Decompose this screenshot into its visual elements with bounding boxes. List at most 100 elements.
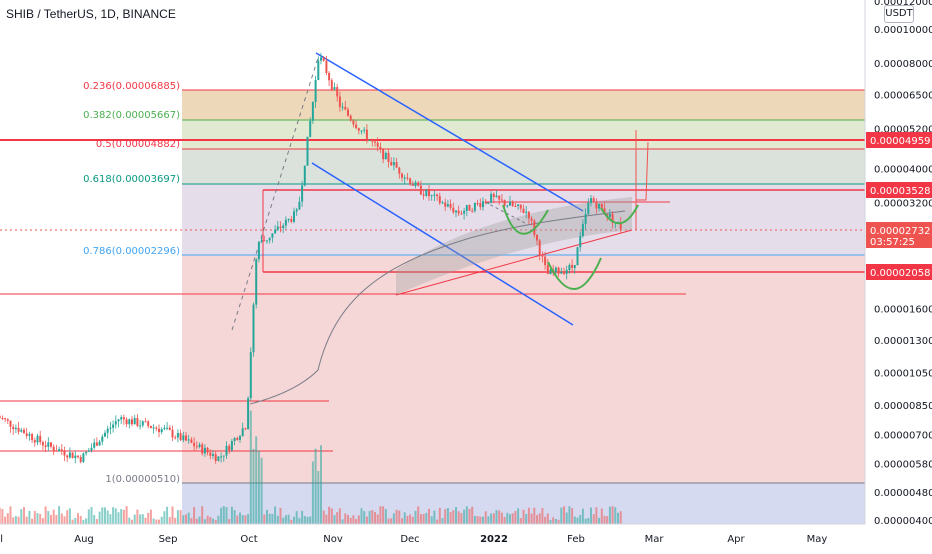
candle-body-64 — [168, 427, 171, 430]
candle-body-42 — [109, 427, 112, 429]
candle-body-87 — [230, 441, 233, 451]
volume-bar-20 — [50, 514, 52, 524]
candle-body-65 — [171, 429, 174, 438]
fib-label-2: 0.5(0.00004882) — [96, 139, 180, 150]
volume-bar-37 — [95, 519, 98, 524]
candle-body-34 — [87, 450, 90, 452]
volume-bar-100 — [266, 509, 268, 524]
volume-bar-49 — [128, 517, 131, 524]
volume-bar-200 — [536, 515, 538, 524]
volume-bar-113 — [301, 510, 304, 524]
volume-bar-219 — [587, 517, 590, 524]
candle-body-44 — [114, 421, 117, 425]
candle-body-213 — [571, 264, 574, 268]
volume-bar-79 — [209, 516, 212, 524]
volume-bar-112 — [298, 518, 301, 524]
volume-bar-13 — [31, 518, 34, 524]
price-label-3: 0.00002058 — [870, 268, 930, 279]
volume-bar-69 — [182, 515, 185, 524]
candle-body-211 — [565, 270, 568, 274]
candle-body-106 — [282, 225, 285, 229]
volume-bar-85 — [225, 507, 228, 524]
volume-bar-171 — [457, 511, 460, 524]
price-label-bg-1 — [866, 182, 932, 198]
candle-body-101 — [268, 237, 271, 241]
candle-body-14 — [33, 440, 36, 443]
candle-body-178 — [476, 203, 479, 205]
volume-bar-61 — [160, 516, 163, 524]
candle-body-134 — [357, 128, 360, 131]
candle-body-70 — [185, 435, 187, 441]
volume-bar-152 — [406, 515, 409, 524]
volume-bar-14 — [33, 510, 36, 524]
volume-bar-95 — [252, 448, 255, 524]
price-label-0: 0.00004959 — [870, 136, 930, 147]
candle-body-118 — [314, 80, 317, 102]
volume-bar-31 — [79, 515, 82, 524]
candle-body-57 — [149, 425, 152, 429]
volume-bar-211 — [565, 512, 568, 524]
volume-bar-36 — [93, 514, 96, 524]
x-tick-8: Mar — [645, 534, 665, 545]
fib-zone-1 — [182, 120, 865, 149]
candle-body-108 — [287, 219, 290, 221]
y-tick-11: 0.00001050 — [874, 369, 932, 380]
volume-bar-167 — [446, 508, 449, 524]
volume-bar-44 — [114, 508, 117, 524]
volume-bar-195 — [522, 509, 525, 524]
volume-bar-217 — [581, 508, 584, 524]
candle-body-2 — [1, 417, 4, 419]
candle-body-45 — [117, 419, 120, 422]
volume-bar-105 — [279, 507, 282, 524]
candle-body-169 — [452, 207, 455, 213]
volume-bar-106 — [282, 517, 285, 524]
volume-bar-91 — [241, 515, 244, 524]
candle-body-52 — [136, 418, 139, 426]
volume-bar-229 — [614, 507, 617, 524]
volume-bar-32 — [82, 519, 85, 524]
candle-body-115 — [306, 136, 309, 166]
volume-bar-22 — [55, 514, 58, 524]
volume-bar-184 — [492, 513, 495, 524]
volume-bar-161 — [430, 516, 433, 524]
volume-bar-201 — [538, 513, 541, 524]
volume-bar-5 — [9, 506, 12, 524]
volume-bar-82 — [217, 515, 220, 524]
volume-bar-220 — [590, 507, 592, 524]
volume-bar-207 — [554, 519, 557, 524]
volume-bar-118 — [314, 448, 317, 524]
candle-body-93 — [247, 398, 250, 430]
volume-bar-169 — [452, 510, 455, 524]
volume-bar-196 — [525, 513, 528, 524]
candle-body-176 — [471, 210, 474, 212]
candle-body-153 — [409, 178, 412, 185]
volume-bar-150 — [401, 518, 403, 524]
candle-body-191 — [511, 201, 514, 207]
volume-bar-218 — [584, 518, 587, 524]
candle-body-116 — [309, 120, 312, 137]
volume-bar-93 — [247, 514, 250, 524]
candle-body-78 — [206, 447, 209, 453]
candle-body-95 — [252, 304, 255, 353]
volume-bar-212 — [568, 506, 571, 524]
volume-bar-98 — [260, 457, 263, 524]
currency-button[interactable]: USDT — [884, 5, 914, 23]
volume-bar-228 — [611, 506, 614, 524]
candle-body-155 — [414, 182, 417, 186]
candle-body-4 — [6, 419, 9, 421]
candle-body-147 — [392, 162, 395, 166]
fib-zone-3 — [182, 184, 865, 255]
volume-bar-230 — [617, 512, 619, 524]
candle-body-158 — [422, 194, 425, 196]
volume-bar-51 — [133, 514, 136, 524]
candle-body-71 — [187, 439, 190, 441]
volume-bar-154 — [411, 516, 414, 524]
volume-bar-214 — [573, 516, 576, 524]
volume-bar-221 — [592, 514, 595, 524]
candle-body-186 — [498, 195, 501, 200]
volume-bar-39 — [101, 507, 104, 524]
y-tick-6: 0.00003200 — [874, 199, 932, 210]
candle-body-187 — [500, 199, 503, 201]
